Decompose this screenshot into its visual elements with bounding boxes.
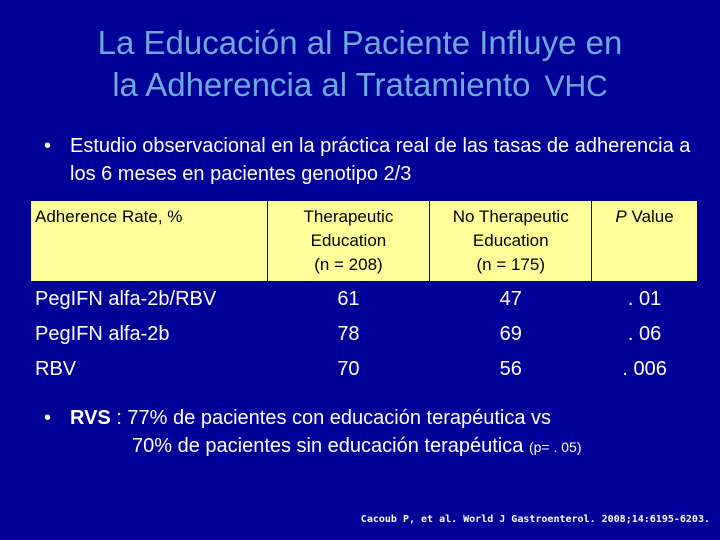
header-te-line2: Education	[310, 231, 387, 250]
row-te-value: 70	[266, 351, 431, 387]
row-label: PegIFN alfa-2b	[30, 316, 268, 352]
adherence-table: Adherence Rate, % Therapeutic Education …	[30, 200, 698, 387]
header-nte-line3: (n = 175)	[476, 255, 545, 274]
header-adherence-rate-text: Adherence Rate, %	[35, 207, 183, 226]
header-nte-line1: No Therapeutic	[452, 207, 569, 226]
row-nte-value: 47	[429, 281, 593, 317]
header-p-value: P Value	[591, 200, 698, 282]
bullet-rvs-line1: RVS : 77% de pacientes con educación ter…	[70, 404, 704, 432]
header-p-italic: P	[615, 207, 627, 226]
bullet-study: • Estudio observacional en la práctica r…	[44, 132, 694, 188]
table-row: PegIFN alfa-2b 78 69 . 06	[30, 316, 698, 352]
header-therapeutic-education: Therapeutic Education (n = 208)	[266, 200, 431, 282]
reference-citation: Cacoub P, et al. World J Gastroenterol. …	[360, 514, 710, 525]
bullet-rvs-line2-text: 70% de pacientes sin educación terapéuti…	[132, 435, 524, 457]
row-nte-value: 56	[429, 351, 593, 387]
row-p-value: . 006	[591, 351, 698, 387]
bullet-study-text: Estudio observacional en la práctica rea…	[70, 135, 691, 185]
row-nte-value: 69	[429, 316, 593, 352]
header-nte-line2: Education	[472, 231, 549, 250]
row-label: PegIFN alfa-2b/RBV	[30, 281, 268, 317]
row-p-value: . 01	[591, 281, 698, 317]
table-row: PegIFN alfa-2b/RBV 61 47 . 01	[30, 281, 698, 317]
row-p-value: . 06	[591, 316, 698, 352]
title-line-2: la Adherencia al Tratamiento VHC	[0, 64, 720, 108]
table-header-row: Adherence Rate, % Therapeutic Education …	[30, 200, 698, 282]
header-no-therapeutic-education: No Therapeutic Education (n = 175)	[429, 200, 593, 282]
table-row: RBV 70 56 . 006	[30, 351, 698, 387]
title-line-1: La Educación al Paciente Influye en	[97, 24, 623, 61]
title-suffix: VHC	[544, 70, 608, 103]
header-adherence-rate: Adherence Rate, %	[30, 200, 268, 282]
bullet-rvs-bold: RVS	[70, 407, 111, 429]
bullet-rvs-line1-text: : 77% de pacientes con educación terapéu…	[110, 407, 552, 429]
bullet-rvs-pvalue: (p= . 05)	[528, 439, 582, 455]
header-te-line1: Therapeutic	[303, 207, 394, 226]
bullet-rvs-line2: 70% de pacientes sin educación terapéuti…	[132, 432, 704, 461]
header-p-rest: Value	[626, 207, 674, 226]
title-line-2-text: la Adherencia al Tratamiento	[112, 66, 531, 103]
row-label: RBV	[30, 351, 268, 387]
bullet-dot-icon: •	[44, 135, 52, 157]
bullet-rvs: • RVS : 77% de pacientes con educación t…	[44, 404, 704, 461]
row-te-value: 78	[266, 316, 431, 352]
header-te-line3: (n = 208)	[314, 255, 383, 274]
row-te-value: 61	[266, 281, 431, 317]
bullet-dot-icon: •	[44, 407, 52, 429]
slide-title: La Educación al Paciente Influye en la A…	[0, 22, 720, 108]
